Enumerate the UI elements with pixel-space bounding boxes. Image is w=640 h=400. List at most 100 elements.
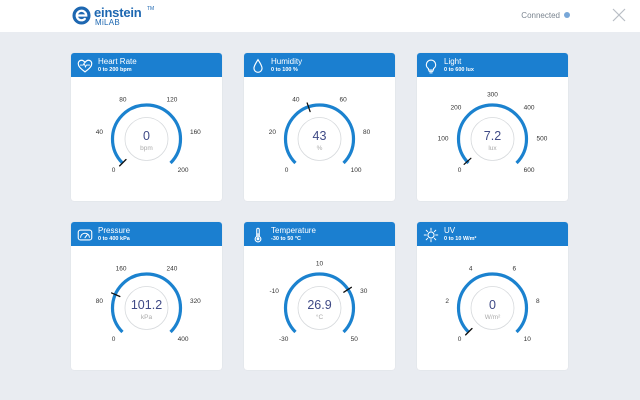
- gauge-needle: [343, 286, 353, 293]
- gauge-tick-label: 160: [116, 266, 127, 273]
- gauge-tick-label: 600: [524, 167, 535, 174]
- connection-status-text: Connected: [521, 11, 560, 20]
- card-range: -30 to 50 °C: [271, 236, 302, 242]
- gauge: 0 20 40 60 80 100 43%: [269, 97, 371, 174]
- gauge-tick-label: 10: [524, 336, 532, 343]
- card-range: 0 to 400 kPa: [98, 236, 130, 242]
- gauge-tick-label: 8: [536, 298, 540, 305]
- close-icon[interactable]: [611, 7, 627, 23]
- card-header: Humidity 0 to 100 %: [244, 53, 395, 77]
- gauge-arc: [283, 103, 356, 165]
- gauge-unit: kPa: [141, 314, 153, 321]
- gauge-arc: [110, 103, 183, 165]
- gauge-tick-label: 2: [445, 298, 449, 305]
- gauge-tick-label: 6: [512, 266, 516, 273]
- gauge-value: 0: [143, 129, 150, 143]
- gauge-tick-label: 80: [363, 129, 371, 136]
- gauge-unit: °C: [316, 313, 324, 321]
- gauge: 0 40 80 120 160 200 0 bpm: [96, 97, 201, 174]
- sensor-card-humidity[interactable]: Humidity 0 to 100 % 0 20 40 60 80 100 43%: [244, 53, 395, 201]
- gauge-inner-ring: [124, 117, 169, 161]
- gauge-value: 0: [489, 298, 496, 312]
- gauge-arc: [456, 272, 529, 334]
- sensor-card-pressure[interactable]: Pressure 0 to 400 kPa 0 80 160 240 320 400 101…: [71, 222, 222, 370]
- gauge-tick-label: 200: [178, 167, 189, 174]
- gauge-value: 26.9: [307, 298, 331, 312]
- gauge-needle: [463, 157, 472, 165]
- gauge-tick-label: 100: [438, 136, 449, 143]
- sensor-card-temperature[interactable]: Temperature -30 to 50 °C -30 -10 10 30 50 26.…: [244, 222, 395, 370]
- gauge-tick-label: 40: [96, 129, 104, 136]
- card-title: Pressure: [98, 226, 131, 235]
- gauge-tick-label: 50: [351, 336, 359, 343]
- gauge-tick-label: 80: [119, 97, 127, 104]
- card-title: Temperature: [271, 226, 316, 235]
- gauge-arc: [456, 103, 529, 165]
- gauge-arc: [110, 272, 183, 334]
- gauge-value: 7.2: [484, 129, 501, 143]
- gauge-tick-label: 400: [524, 105, 535, 112]
- gauge-tick-label: 20: [269, 129, 277, 136]
- gauge-needle: [464, 327, 473, 336]
- droplet-icon: [253, 58, 263, 73]
- gauge-tick-label: 80: [96, 298, 104, 305]
- gauge-inner-ring: [470, 286, 515, 330]
- gauge-tick-label: 10: [316, 261, 324, 268]
- gauge-tick-label: 500: [537, 136, 548, 143]
- gauge-tick-label: 4: [469, 266, 473, 273]
- gauge-tick-label: 60: [339, 97, 347, 104]
- top-bar: einstein TM MiLAB Connected: [0, 0, 640, 32]
- card-title: Heart Rate: [98, 57, 137, 66]
- card-title: Light: [444, 57, 462, 66]
- sensor-card-heart-rate[interactable]: Heart Rate 0 to 200 bpm 0 40 80 120 160 200 0 b…: [71, 53, 222, 201]
- logo-wordmark: einstein: [94, 5, 142, 20]
- gauge-value: 101.2: [131, 298, 162, 312]
- card-header: Heart Rate 0 to 200 bpm: [71, 53, 222, 77]
- gauge-inner-ring: [297, 117, 342, 161]
- card-title: UV: [444, 226, 456, 235]
- gauge-tick-label: 0: [112, 167, 116, 174]
- gauge-tick-label: 0: [458, 167, 462, 174]
- gauge-tick-label: 240: [166, 266, 177, 273]
- gauge-tick-label: 40: [292, 97, 300, 104]
- card-header: Temperature -30 to 50 °C: [244, 222, 395, 246]
- gauge-tick-label: 160: [190, 129, 201, 136]
- connection-status: Connected: [500, 11, 570, 23]
- card-header: UV 0 to 10 W/m²: [417, 222, 568, 246]
- sensor-card-light[interactable]: Light 0 to 600 lux 0 100 200 300 400 500 600 7.…: [417, 53, 568, 201]
- gauge-inner-ring: [470, 117, 515, 161]
- gauge: -30 -10 10 30 50 26.9°C: [269, 261, 367, 343]
- card-title: Humidity: [271, 57, 303, 66]
- gauge-needle: [110, 292, 121, 298]
- logo-trademark: TM: [147, 6, 155, 12]
- card-header: Light 0 to 600 lux: [417, 53, 568, 77]
- gauge-tick-label: 0: [285, 167, 289, 174]
- gauge-unit: W/m²: [485, 314, 501, 321]
- gauge-tick-label: 200: [451, 105, 462, 112]
- gauge-unit: %: [317, 145, 323, 152]
- gauge-tick-label: -10: [269, 288, 279, 295]
- gauge-icon: [77, 229, 93, 241]
- gauge-value: 43: [313, 129, 327, 143]
- gauge-needle: [118, 158, 127, 167]
- gauge-inner-ring: [297, 286, 342, 330]
- einstein-logo-mark: [72, 6, 91, 25]
- logo-subtitle: MiLAB: [95, 18, 121, 27]
- gauge: 0 2 4 6 8 10 0 W/m²: [445, 266, 540, 343]
- gauge-tick-label: 300: [487, 92, 498, 99]
- card-range: 0 to 600 lux: [444, 67, 474, 73]
- card-header: Pressure 0 to 400 kPa: [71, 222, 222, 246]
- gauge-tick-label: 320: [190, 298, 201, 305]
- lightbulb-icon: [425, 59, 437, 74]
- card-range: 0 to 100 %: [271, 67, 298, 73]
- thermometer-icon: [254, 227, 262, 243]
- sun-icon: [423, 227, 439, 243]
- gauge-unit: lux: [488, 145, 497, 152]
- gauge-inner-ring: [124, 286, 169, 330]
- sensor-card-uv[interactable]: UV 0 to 10 W/m² 0 2 4 6 8 10 0 W/m²: [417, 222, 568, 370]
- gauge: 0 100 200 300 400 500 600 7.2 lux: [438, 92, 548, 174]
- gauge-unit: bpm: [140, 145, 153, 152]
- gauge-tick-label: 100: [351, 167, 362, 174]
- einstein-logo: einstein TM MiLAB: [72, 5, 155, 29]
- gauge: 0 80 160 240 320 400 101.2 kPa: [96, 266, 201, 343]
